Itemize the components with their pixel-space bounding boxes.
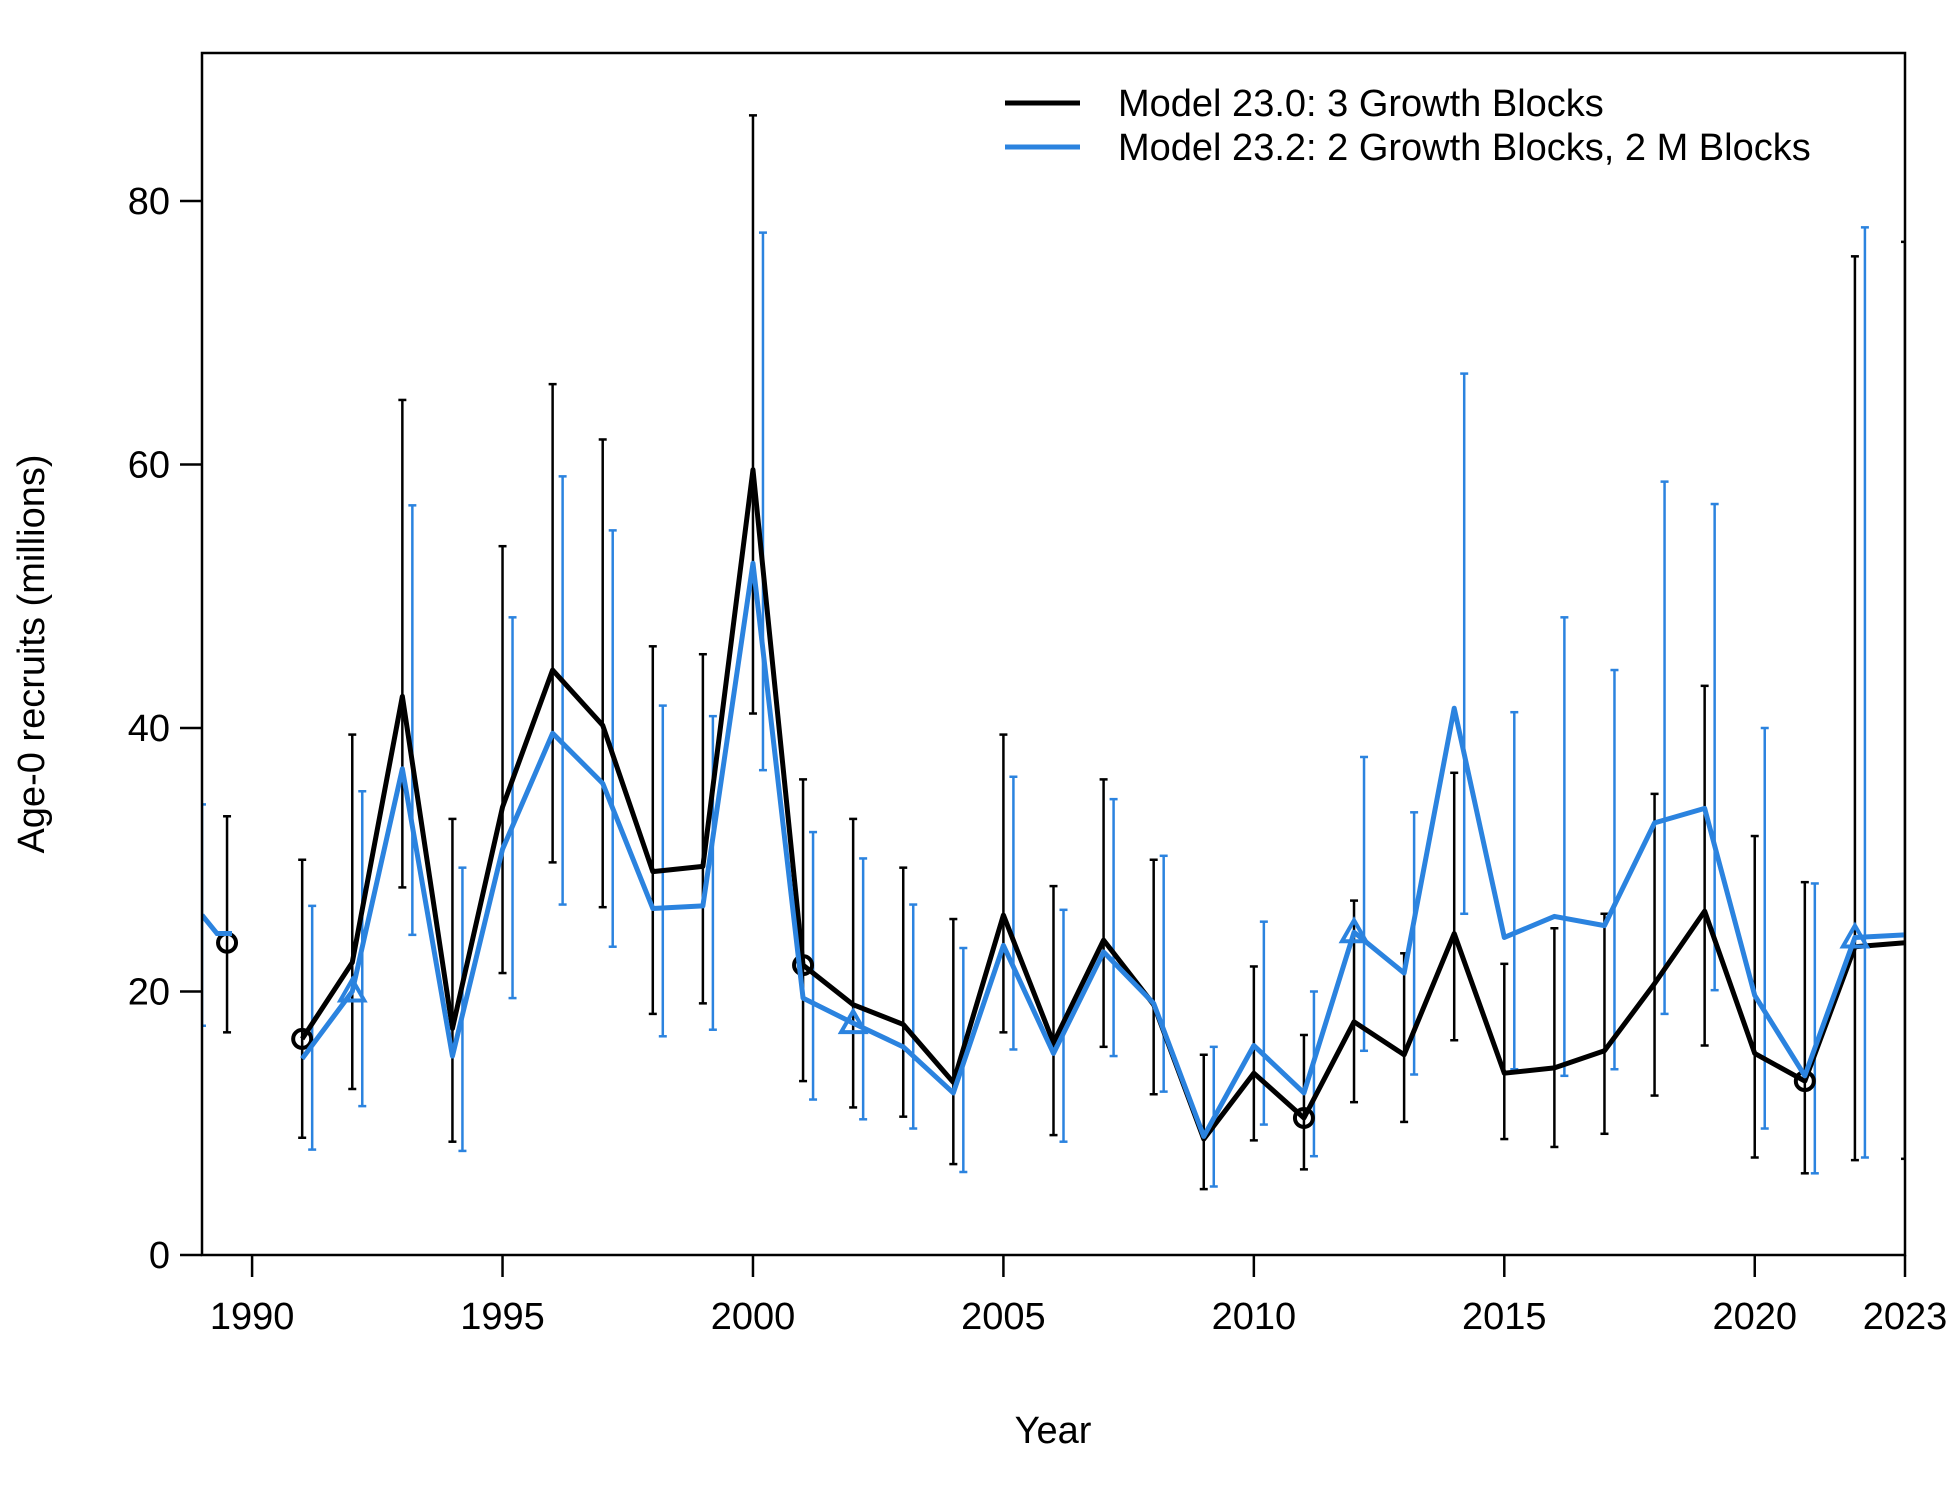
y-tick-label: 80 [128, 181, 170, 223]
legend-label: Model 23.0: 3 Growth Blocks [1118, 83, 1604, 125]
y-tick-label: 60 [128, 445, 170, 487]
legend-label: Model 23.2: 2 Growth Blocks, 2 M Blocks [1118, 127, 1811, 169]
virgin-segment [202, 913, 232, 937]
series-1 [223, 114, 1905, 1191]
series-line [300, 560, 1905, 1139]
x-tick-label: 2015 [1462, 1296, 1547, 1338]
x-tick-label: 2020 [1712, 1296, 1797, 1338]
data-point [291, 1027, 314, 1050]
x-tick-label: 2023 [1863, 1296, 1948, 1338]
x-axis-title: Year [1015, 1410, 1092, 1452]
y-tick-label: 20 [128, 972, 170, 1014]
x-tick-label: 1990 [210, 1296, 295, 1338]
x-tick-label: 1995 [460, 1296, 545, 1338]
data-point [792, 954, 815, 977]
y-tick-label: 0 [149, 1235, 170, 1277]
series-line-2 [202, 560, 1905, 1139]
data-point [837, 1007, 869, 1035]
data-point [1839, 921, 1871, 949]
series-line [300, 467, 1905, 1142]
x-tick-label: 2005 [961, 1296, 1046, 1338]
y-tick-label: 40 [128, 708, 170, 750]
data-point [336, 975, 368, 1003]
x-tick-label: 2010 [1212, 1296, 1297, 1338]
x-tick-label: 2000 [711, 1296, 796, 1338]
y-axis-title: Age-0 recruits (millions) [11, 454, 53, 853]
data-point [1292, 1106, 1315, 1129]
data-point [1338, 916, 1370, 944]
plot-frame [200, 51, 1907, 1257]
